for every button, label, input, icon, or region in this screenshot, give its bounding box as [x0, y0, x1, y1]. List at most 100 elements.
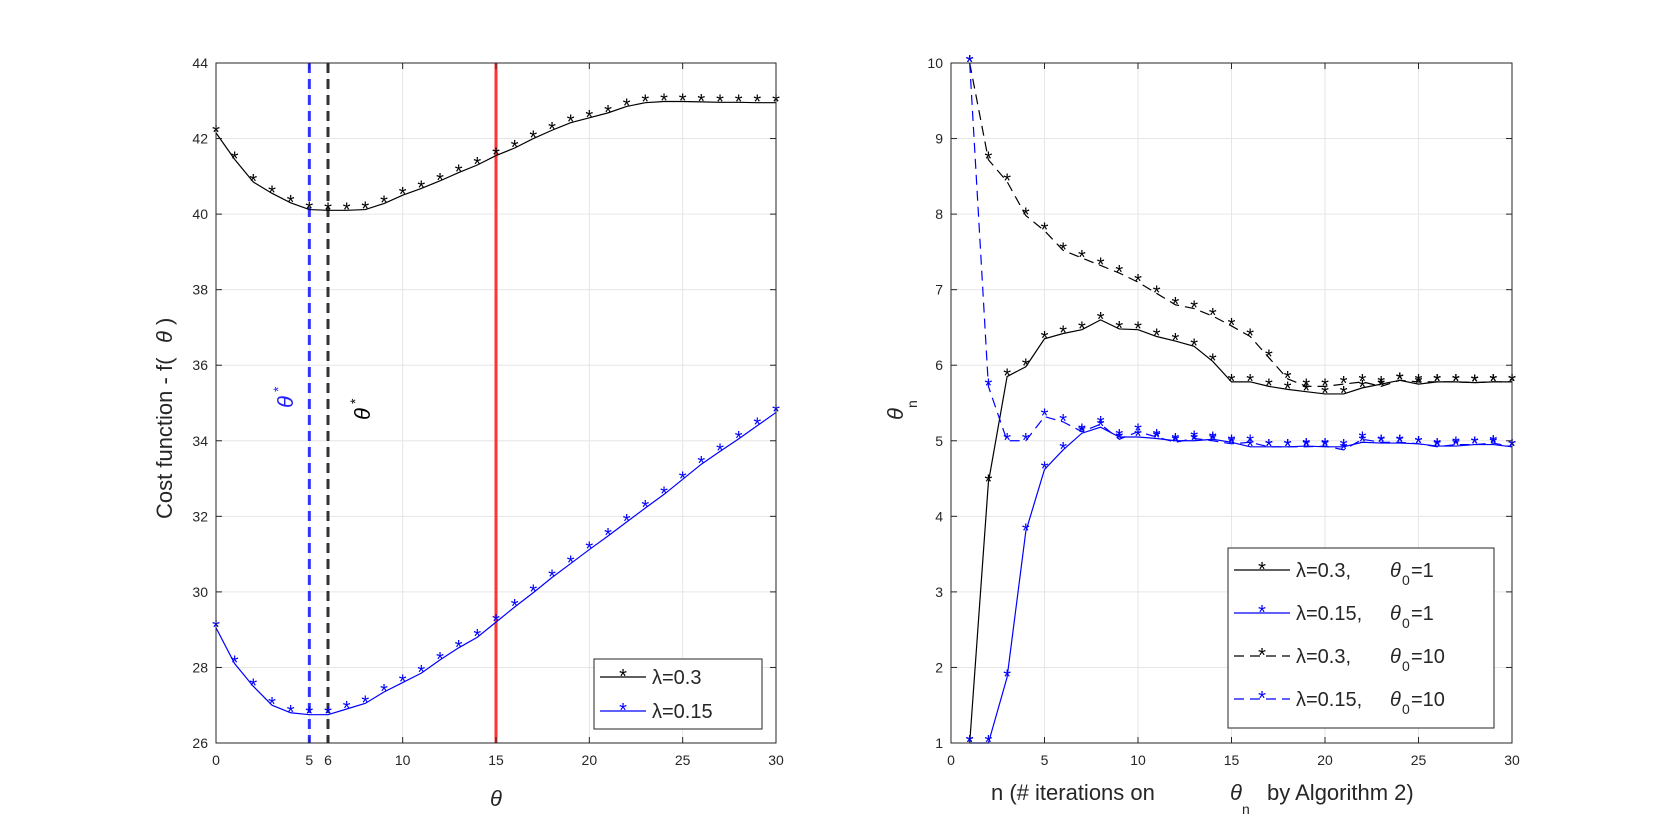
x-tick-label: 10: [395, 752, 411, 768]
data-point: *: [1172, 431, 1180, 453]
data-point: *: [1059, 239, 1067, 261]
data-point: *: [1228, 371, 1236, 393]
right-legend-entry-1: * λ=0.15, θ 0 =1: [1234, 602, 1434, 631]
svg-text:0: 0: [1402, 615, 1410, 631]
data-point: *: [1471, 434, 1479, 456]
x-tick-label: 0: [947, 752, 955, 768]
y-tick-label: 5: [935, 433, 943, 449]
data-point: *: [268, 694, 276, 716]
data-point: *: [287, 702, 295, 724]
data-point: *: [1097, 416, 1105, 438]
legend-marker: *: [1258, 602, 1266, 624]
data-point: *: [361, 692, 369, 714]
data-point: *: [641, 92, 649, 114]
data-point: *: [1115, 428, 1123, 450]
data-point: *: [1022, 520, 1030, 542]
svg-text:λ=0.3: λ=0.3: [652, 667, 701, 689]
data-point: *: [1190, 428, 1198, 450]
y-tick-label: 8: [935, 206, 943, 222]
y-tick-label: 40: [192, 206, 208, 222]
data-point: *: [1415, 371, 1423, 393]
data-point: *: [1041, 458, 1049, 480]
data-point: *: [1246, 431, 1254, 453]
y-tick-label: 44: [192, 55, 208, 71]
x-tick-label: 20: [582, 752, 598, 768]
svg-text:θ: θ: [350, 408, 375, 420]
y-tick-label: 26: [192, 735, 208, 751]
data-point: *: [249, 171, 257, 193]
left-y-axis-label: Cost function - f( θ ): [152, 318, 177, 519]
data-point: *: [1153, 428, 1161, 450]
x-tick-label: 20: [1317, 752, 1333, 768]
svg-text:θ: θ: [273, 396, 298, 408]
data-point: *: [1377, 373, 1385, 395]
legend-marker: *: [619, 666, 627, 688]
data-point: *: [1321, 435, 1329, 457]
data-point: *: [1452, 371, 1460, 393]
data-point: *: [1003, 171, 1011, 193]
data-point: *: [1078, 319, 1086, 341]
series-0: * * * * * * * * * * * * * * * * * * * * * * * * * * * * * *: [966, 309, 1516, 754]
data-point: *: [1415, 433, 1423, 455]
x-tick-label: 25: [675, 752, 691, 768]
data-point: *: [1190, 430, 1198, 452]
data-point: *: [1452, 371, 1460, 393]
y-tick-label: 34: [192, 433, 208, 449]
series-line: [215, 411, 777, 716]
data-point: *: [1134, 319, 1142, 341]
series-line: [969, 62, 1513, 451]
data-point: *: [1340, 436, 1348, 458]
y-tick-label: 32: [192, 508, 208, 524]
svg-text:λ=0.15,: λ=0.15,: [1296, 689, 1362, 711]
data-point: *: [1003, 430, 1011, 452]
right-x-axis-label: n (# iterations on θ n by Algorithm 2): [991, 780, 1414, 817]
data-point: *: [1377, 432, 1385, 454]
data-point: *: [548, 119, 556, 141]
data-point: *: [1377, 375, 1385, 397]
series-0: **** * * * * * * * * * * * * * * * * * * * * * * * * * * *: [212, 91, 780, 222]
svg-text:θ: θ: [1390, 646, 1401, 668]
y-tick-label: 3: [935, 584, 943, 600]
data-point: *: [399, 184, 407, 206]
data-point: *: [343, 199, 351, 221]
data-point: *: [343, 698, 351, 720]
data-point: *: [1452, 435, 1460, 457]
x-tick-label: 10: [1130, 752, 1146, 768]
data-point: *: [1153, 282, 1161, 304]
y-tick-label: 36: [192, 357, 208, 373]
data-point: *: [1433, 435, 1441, 457]
data-point: *: [1059, 322, 1067, 344]
data-point: *: [1246, 326, 1254, 348]
svg-text:=1: =1: [1411, 560, 1434, 582]
data-point: *: [753, 415, 761, 437]
x-tick-label: 15: [1224, 752, 1240, 768]
legend-marker: *: [619, 700, 627, 722]
svg-text:λ=0.3,: λ=0.3,: [1296, 560, 1351, 582]
right-chart: *** ** * * * * * * * *** * * * * * * * * * * * * * * ** ****** * * *…: [883, 52, 1520, 817]
data-point: *: [1209, 430, 1217, 452]
data-point: *: [1228, 431, 1236, 453]
x-tick-label: 6: [324, 752, 332, 768]
svg-text:θ: θ: [1390, 603, 1401, 625]
data-point: *: [529, 128, 537, 150]
y-tick-label: 7: [935, 282, 943, 298]
data-point: *: [1471, 372, 1479, 394]
data-point: *: [1022, 356, 1030, 378]
data-point: *: [1265, 436, 1273, 458]
data-point: *: [623, 95, 631, 117]
data-point: *: [1396, 431, 1404, 453]
y-tick-label: 10: [927, 55, 943, 71]
data-point: *: [1190, 298, 1198, 320]
data-point: *: [1489, 432, 1497, 454]
x-tick-label: 5: [1041, 752, 1049, 768]
theta-star-black-annotation: θ *: [347, 398, 375, 420]
y-tick-label: 2: [935, 659, 943, 675]
data-point: *: [1284, 436, 1292, 458]
right-x-ticks: 0 5 10 15 20 25 30: [947, 63, 1520, 768]
data-point: *: [361, 199, 369, 221]
svg-text:=1: =1: [1411, 603, 1434, 625]
data-point: *: [1321, 383, 1329, 405]
data-point: *: [1359, 428, 1367, 450]
left-legend: * λ=0.3 * λ=0.15: [593, 658, 763, 730]
legend-marker: *: [1258, 559, 1266, 581]
